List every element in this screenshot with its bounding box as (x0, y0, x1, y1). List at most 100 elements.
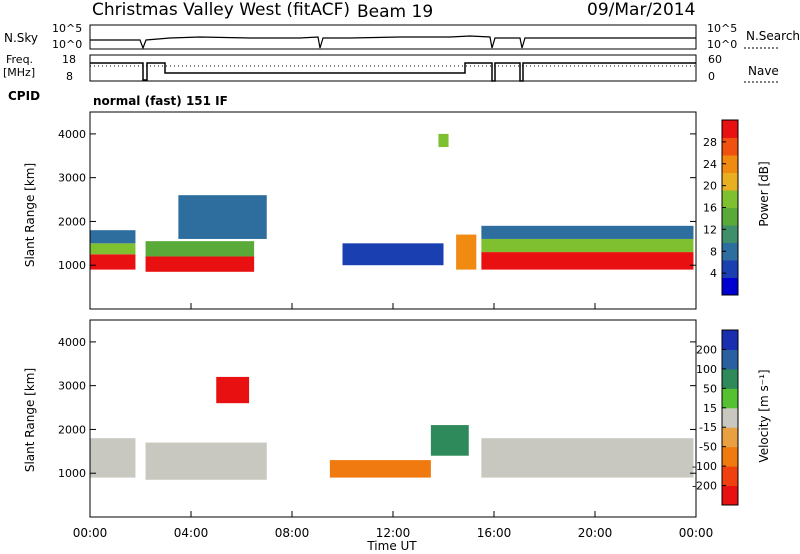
colorbar-tick-label: 15 (703, 402, 717, 415)
colorbar-segment (722, 485, 738, 506)
freq-unit-label: [MHz] (3, 66, 36, 79)
x-tick-label: 04:00 (174, 526, 209, 540)
colorbar-segment (722, 330, 738, 350)
cpid-value: normal (fast) 151 IF (93, 94, 228, 108)
colorbar-tick-label: 16 (703, 202, 717, 215)
freq-panel-frame (89, 54, 697, 82)
colorbar-tick-label: 8 (710, 245, 717, 258)
x-axis-label: Time UT (366, 539, 417, 553)
power-region-11 (481, 225, 694, 239)
y-tick-label: 4000 (58, 336, 86, 349)
velocity-region-0 (90, 438, 136, 478)
velocity-panel-bg (90, 320, 696, 517)
nsky-label: N.Sky (4, 31, 39, 45)
y-tick-label: 3000 (58, 380, 86, 393)
nave-tick-high: 60 (708, 53, 722, 66)
colorbar-tick-label: 200 (696, 343, 717, 356)
velocity-region-4 (430, 425, 469, 456)
colorbar-segment (722, 120, 738, 138)
colorbar-segment (722, 155, 738, 173)
colorbar-tick-label: 50 (703, 382, 717, 395)
colorbar-segment (722, 242, 738, 261)
nave-tick-low: 0 (708, 70, 715, 83)
colorbar-segment (722, 466, 738, 487)
velocity-y-axis-label: Slant Range [km] (23, 368, 37, 472)
colorbar-tick-label: 20 (703, 180, 717, 193)
colorbar-tick-label: 4 (710, 267, 717, 280)
nsky-trace (90, 35, 696, 50)
nsky-tick-low: 10^0 (52, 38, 83, 51)
colorbar-segment (722, 260, 738, 278)
velocity-region-2 (216, 376, 250, 404)
y-tick-label: 1000 (58, 259, 86, 272)
x-tick-label: 20:00 (578, 526, 613, 540)
power-region-1 (90, 243, 136, 255)
freq-tick-low: 8 (66, 70, 73, 83)
nsearch-tick-low: 10^0 (707, 38, 738, 51)
x-tick-label: 12:00 (376, 526, 411, 540)
power-region-10 (481, 238, 694, 253)
colorbar-segment (722, 388, 738, 409)
nsearch-tick-high: 10^5 (707, 22, 738, 35)
colorbar-tick-label: -200 (692, 480, 717, 493)
colorbar-segment (722, 225, 738, 243)
y-tick-label: 1000 (58, 467, 86, 480)
x-tick-label: 00:00 (679, 526, 714, 540)
colorbar-segment (722, 190, 738, 208)
beam-label: Beam 19 (357, 2, 434, 22)
colorbar-segment (722, 349, 738, 370)
y-tick-label: 3000 (58, 172, 86, 185)
y-tick-label: 2000 (58, 423, 86, 436)
colorbar-segment (722, 446, 738, 467)
power-panel: 4000 3000 2000 1000 (58, 111, 697, 310)
colorbar-tick-label: 100 (696, 363, 717, 376)
freq-panel (89, 54, 780, 83)
nsearch-label: N.Search (746, 29, 800, 43)
site-title: Christmas Valley West (fitACF) (92, 0, 351, 20)
colorbar-tick-label: -100 (692, 460, 717, 473)
power-y-ticks: 4000 3000 2000 1000 (58, 128, 696, 272)
colorbar-segment (722, 277, 738, 296)
x-tick-label: 00:00 (73, 526, 108, 540)
colorbar-tick-label: 24 (703, 158, 717, 171)
time-axis: 00:00 04:00 08:00 12:00 16:00 20:00 00:00 (73, 303, 714, 540)
power-region-0 (90, 254, 136, 270)
cpid-label: CPID (8, 89, 41, 103)
y-tick-label: 2000 (58, 215, 86, 228)
noise-panel-frame (89, 24, 697, 50)
power-region-2 (90, 230, 136, 244)
power-region-6 (342, 243, 444, 266)
colorbar-tick-label: -15 (699, 421, 717, 434)
colorbar-frame (721, 329, 739, 506)
colorbar-segment (722, 427, 738, 448)
power-y-axis-label: Slant Range [km] (23, 163, 37, 267)
power-region-8 (456, 234, 477, 270)
colorbar-tick-label: 12 (703, 223, 717, 236)
velocity-panel: 4000 3000 2000 1000 (58, 319, 697, 518)
x-tick-label: 16:00 (477, 526, 512, 540)
velocity-colorbar: 200 100 50 15 -15 -50 -100 -200 (692, 329, 739, 506)
power-region-9 (481, 252, 694, 270)
nsky-tick-high: 10^5 (52, 22, 83, 35)
colorbar-segment (722, 207, 738, 226)
freq-tick-high: 18 (62, 53, 76, 66)
power-region-3 (145, 256, 255, 272)
velocity-region-1 (145, 442, 267, 480)
noise-panel (89, 24, 780, 50)
velocity-y-ticks: 4000 3000 2000 1000 (58, 336, 696, 480)
colorbar-segment (722, 368, 738, 389)
power-region-4 (145, 241, 255, 257)
velocity-data-cells (90, 376, 694, 480)
velocity-region-3 (329, 460, 431, 478)
velocity-colorbar-label: Velocity [m s⁻¹] (757, 369, 771, 462)
power-region-5 (178, 195, 267, 239)
x-tick-label: 08:00 (275, 526, 310, 540)
colorbar-segment (722, 407, 738, 428)
colorbar-tick-label: 28 (703, 136, 717, 149)
power-colorbar: 28 24 20 16 12 8 4 (703, 119, 739, 296)
power-data-cells (90, 133, 694, 272)
y-tick-label: 4000 (58, 128, 86, 141)
power-colorbar-label: Power [dB] (757, 161, 771, 226)
freq-trace (90, 62, 696, 82)
